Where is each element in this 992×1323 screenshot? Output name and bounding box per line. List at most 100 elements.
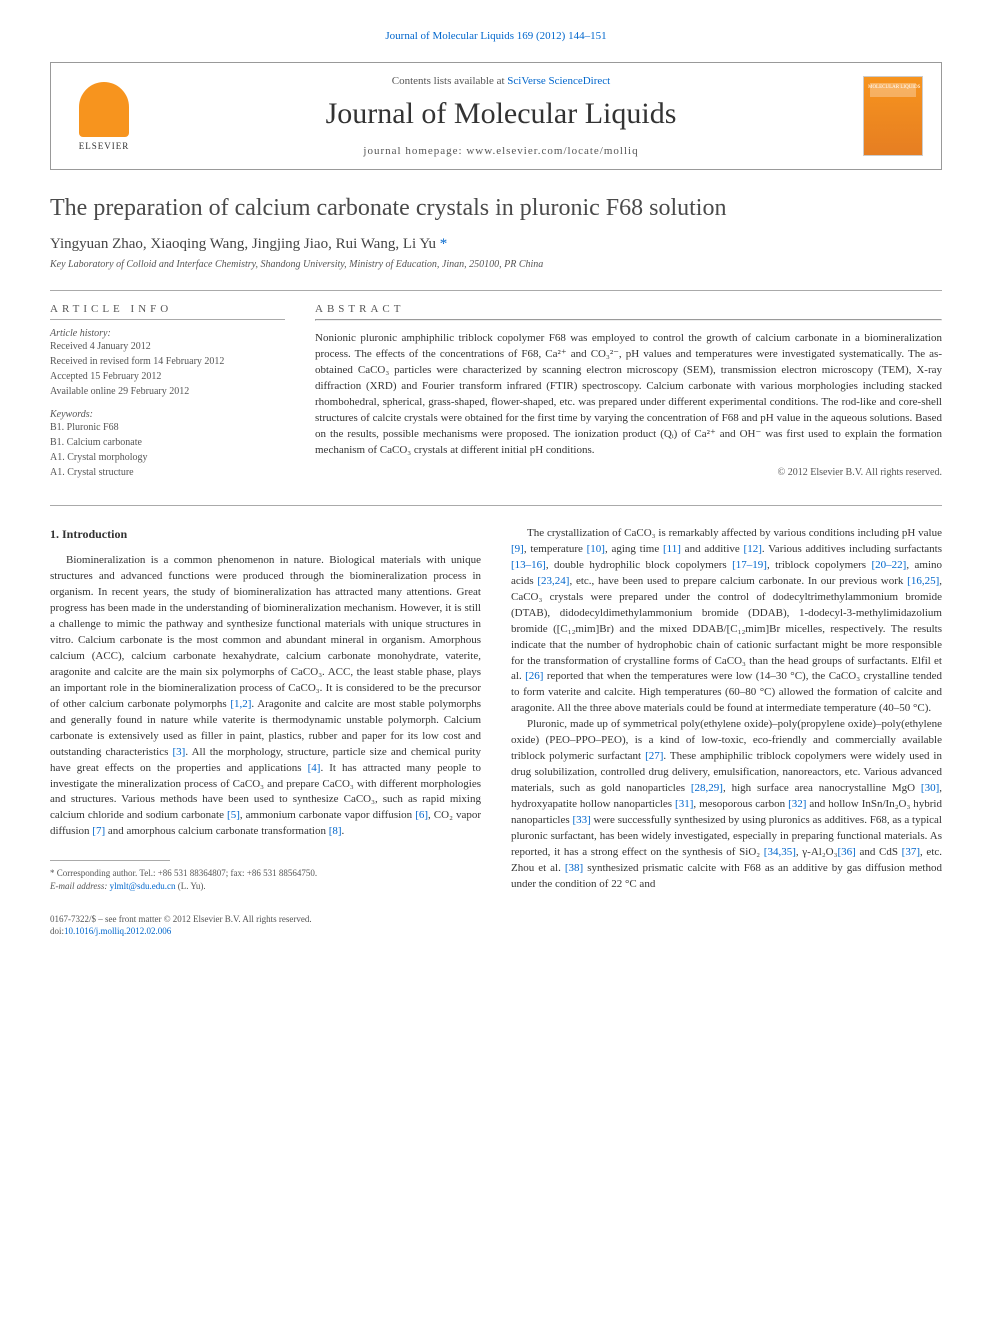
ref-17-19[interactable]: [17–19] (732, 559, 767, 571)
ref-32[interactable]: [32] (788, 798, 806, 810)
ref-34-35[interactable]: [34,35] (764, 846, 796, 858)
abstract-heading: ABSTRACT (315, 303, 942, 315)
contents-prefix: Contents lists available at (392, 75, 507, 87)
elsevier-tree-icon (79, 82, 129, 137)
ref-4[interactable]: [4] (308, 762, 321, 774)
article-info-divider (50, 319, 285, 320)
journal-cover-thumb: MOLECULAR LIQUIDS (863, 76, 923, 156)
cover-label: MOLECULAR LIQUIDS (868, 85, 920, 91)
bottom-row: 0167-7322/$ – see front matter © 2012 El… (50, 913, 942, 938)
keyword-3: A1. Crystal structure (50, 465, 285, 480)
ref-23-24[interactable]: [23,24] (537, 575, 569, 587)
ref-31[interactable]: [31] (675, 798, 693, 810)
sciencedirect-link[interactable]: SciVerse ScienceDirect (507, 75, 610, 87)
footnote-email: E-mail address: ylmlt@sdu.edu.cn (L. Yu)… (50, 880, 481, 893)
t: , high surface area nanocrystalline MgO (723, 782, 921, 794)
keyword-1: B1. Calcium carbonate (50, 435, 285, 450)
t: , ammonium carbonate vapor diffusion (240, 809, 415, 821)
email-link[interactable]: ylmlt@sdu.edu.cn (110, 881, 176, 891)
t: and CdS (856, 846, 902, 858)
journal-header-link[interactable]: Journal of Molecular Liquids 169 (2012) … (50, 30, 942, 42)
ref-36[interactable]: [36] (837, 846, 855, 858)
article-info-block: ARTICLE INFO Article history: Received 4… (50, 303, 285, 480)
ref-3[interactable]: [3] (172, 746, 185, 758)
t: , triblock copolymers (767, 559, 872, 571)
ref-5[interactable]: [5] (227, 809, 240, 821)
intro-paragraph-3: Pluronic, made up of symmetrical poly(et… (511, 717, 942, 892)
t: Biomineralization is a common phenomenon… (50, 554, 481, 709)
t: and additive (681, 543, 744, 555)
t: , γ-Al₂O₃ (796, 846, 838, 858)
t: The crystallization of CaCO₃ is remarkab… (527, 527, 942, 539)
keyword-0: B1. Pluronic F68 (50, 420, 285, 435)
history-online: Available online 29 February 2012 (50, 384, 285, 399)
footnote-corresponding: * Corresponding author. Tel.: +86 531 88… (50, 867, 481, 880)
authors-names: Yingyuan Zhao, Xiaoqing Wang, Jingjing J… (50, 236, 440, 252)
article-info-heading: ARTICLE INFO (50, 303, 285, 315)
authors-line: Yingyuan Zhao, Xiaoqing Wang, Jingjing J… (50, 236, 942, 253)
intro-paragraph-1: Biomineralization is a common phenomenon… (50, 553, 481, 840)
info-abstract-row: ARTICLE INFO Article history: Received 4… (50, 303, 942, 480)
t: reported that when the temperatures were… (511, 670, 942, 714)
ref-11[interactable]: [11] (663, 543, 681, 555)
intro-heading: 1. Introduction (50, 526, 481, 543)
ref-27[interactable]: [27] (645, 750, 663, 762)
t: and amorphous calcium carbonate transfor… (105, 825, 329, 837)
journal-name: Journal of Molecular Liquids (139, 97, 863, 131)
keywords-label: Keywords: (50, 409, 285, 420)
ref-1-2[interactable]: [1,2] (230, 698, 251, 710)
corresponding-mark-icon[interactable]: * (440, 236, 448, 252)
elsevier-logo: ELSEVIER (69, 76, 139, 156)
doi-line: doi:10.1016/j.molliq.2012.02.006 (50, 925, 481, 938)
ref-37[interactable]: [37] (902, 846, 920, 858)
ref-9[interactable]: [9] (511, 543, 524, 555)
ref-38[interactable]: [38] (565, 862, 583, 874)
ref-33[interactable]: [33] (572, 814, 590, 826)
t: , double hydrophilic block copolymers (546, 559, 732, 571)
contents-lists-line: Contents lists available at SciVerse Sci… (139, 75, 863, 87)
t: , temperature (524, 543, 587, 555)
t: , mesoporous carbon (693, 798, 788, 810)
abstract-copyright: © 2012 Elsevier B.V. All rights reserved… (315, 467, 942, 478)
divider-top (50, 290, 942, 291)
ref-26[interactable]: [26] (525, 670, 543, 682)
ref-8[interactable]: [8] (329, 825, 342, 837)
t: , CaCO₃ crystals were prepared under the… (511, 575, 942, 683)
email-suffix: (L. Yu). (175, 881, 205, 891)
ref-28-29[interactable]: [28,29] (691, 782, 723, 794)
article-title: The preparation of calcium carbonate cry… (50, 195, 942, 222)
journal-homepage: journal homepage: www.elsevier.com/locat… (139, 145, 863, 157)
doi-label: doi: (50, 926, 64, 936)
t: . Various additives including surfactant… (762, 543, 942, 555)
body-column-left: 1. Introduction Biomineralization is a c… (50, 526, 481, 893)
ref-13-16[interactable]: [13–16] (511, 559, 546, 571)
ref-30[interactable]: [30] (921, 782, 939, 794)
ref-10[interactable]: [10] (587, 543, 605, 555)
t: , aging time (605, 543, 663, 555)
doi-link[interactable]: 10.1016/j.molliq.2012.02.006 (64, 926, 171, 936)
affiliation: Key Laboratory of Colloid and Interface … (50, 259, 942, 270)
abstract-text: Nonionic pluronic amphiphilic triblock c… (315, 331, 942, 459)
email-label: E-mail address: (50, 881, 110, 891)
divider-mid (50, 505, 942, 506)
body-columns: 1. Introduction Biomineralization is a c… (50, 526, 942, 893)
ref-20-22[interactable]: [20–22] (872, 559, 907, 571)
history-accepted: Accepted 15 February 2012 (50, 369, 285, 384)
footnote-divider (50, 860, 170, 861)
abstract-block: ABSTRACT Nonionic pluronic amphiphilic t… (315, 303, 942, 480)
abstract-divider (315, 319, 942, 321)
ref-6[interactable]: [6] (415, 809, 428, 821)
ref-7[interactable]: [7] (92, 825, 105, 837)
body-column-right: The crystallization of CaCO₃ is remarkab… (511, 526, 942, 893)
ref-16-25[interactable]: [16,25] (907, 575, 939, 587)
ref-12[interactable]: [12] (744, 543, 762, 555)
issn-line: 0167-7322/$ – see front matter © 2012 El… (50, 913, 481, 926)
journal-header-box: ELSEVIER Contents lists available at Sci… (50, 62, 942, 170)
history-revised: Received in revised form 14 February 201… (50, 354, 285, 369)
header-center: Contents lists available at SciVerse Sci… (139, 75, 863, 157)
bottom-right (511, 913, 942, 938)
article-history-label: Article history: (50, 328, 285, 339)
bottom-left: 0167-7322/$ – see front matter © 2012 El… (50, 913, 481, 938)
history-received: Received 4 January 2012 (50, 339, 285, 354)
t: . (342, 825, 345, 837)
